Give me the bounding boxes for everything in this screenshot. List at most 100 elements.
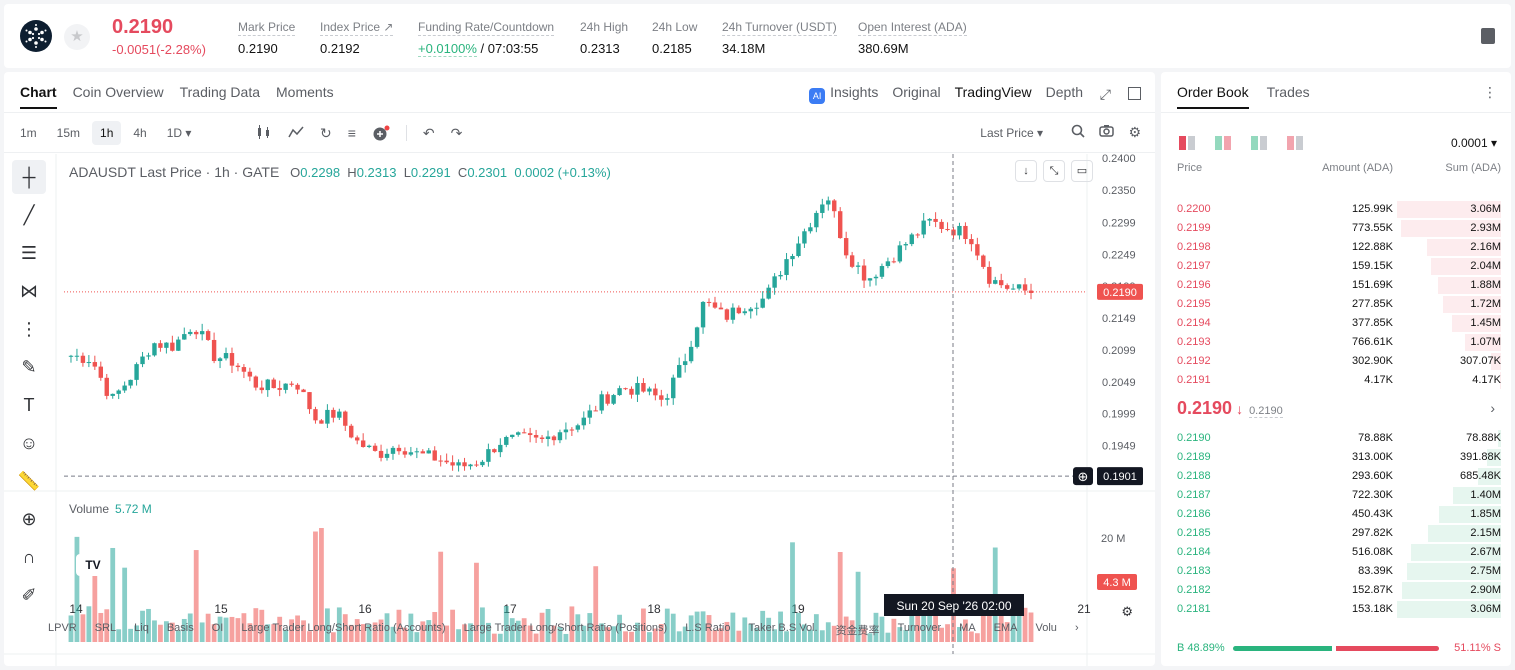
document-icon[interactable]	[1481, 28, 1495, 44]
ruler-tool-icon[interactable]: 📏	[17, 471, 41, 491]
emoji-tool-icon[interactable]: ☺	[19, 433, 39, 453]
interval-1m[interactable]: 1m	[20, 126, 37, 140]
more-options-icon[interactable]: ⋮	[1483, 84, 1497, 100]
bid-row[interactable]: 0.2181 153.18K 3.06M	[1161, 600, 1511, 619]
bid-row[interactable]: 0.2182 152.87K 2.90M	[1161, 581, 1511, 600]
ask-row[interactable]: 0.2198 122.88K 2.16M	[1161, 238, 1511, 257]
stat-label[interactable]: Index Price ↗	[320, 20, 394, 36]
arrow-down-icon[interactable]: ↓	[1015, 160, 1037, 182]
ask-row[interactable]: 0.2191 4.17K 4.17K	[1161, 371, 1511, 390]
interval-1h[interactable]: 1h	[92, 121, 122, 145]
tab-chart[interactable]: Chart	[20, 84, 57, 109]
tab-insights[interactable]: AI Insights	[809, 84, 878, 104]
indicator-taker-vol[interactable]: Taker B.S Vol.	[748, 622, 818, 634]
stat-label[interactable]: Open Interest (ADA)	[858, 20, 967, 36]
volume-bar	[68, 615, 74, 642]
bid-row[interactable]: 0.2189 313.00K 391.88K	[1161, 448, 1511, 467]
indicator-lpvr[interactable]: LPVR	[48, 622, 77, 634]
crosshair-tool-icon[interactable]: ┼	[12, 160, 46, 194]
zoom-tool-icon[interactable]: ⊕	[21, 509, 37, 529]
undo-icon[interactable]: ↶	[422, 125, 435, 141]
precision-dropdown[interactable]: 0.0001 ▾	[1450, 136, 1497, 150]
camera-icon[interactable]	[1099, 124, 1115, 141]
candlestick-chart[interactable]: 0.24000.23500.22990.22490.21990.21490.20…	[4, 153, 1155, 666]
indicator-turnover[interactable]: Turnover	[897, 622, 942, 634]
bid-row[interactable]: 0.2185 297.82K 2.15M	[1161, 524, 1511, 543]
view-bids-icon[interactable]	[1251, 136, 1267, 150]
view-asks-icon[interactable]	[1287, 136, 1303, 150]
redo-icon[interactable]: ↷	[450, 125, 463, 141]
chart-plot-area[interactable]: 0.24000.23500.22990.22490.21990.21490.20…	[4, 153, 1155, 666]
interval-4h[interactable]: 4h	[133, 126, 147, 140]
chart-settings-icon[interactable]: ⚙	[1121, 604, 1133, 619]
tab-trades[interactable]: Trades	[1266, 84, 1310, 100]
stat-label[interactable]: Mark Price	[238, 20, 296, 36]
brush-tool-icon[interactable]: ✎	[21, 357, 37, 377]
pattern-tool-icon[interactable]: ⋈	[20, 281, 38, 301]
interval-15m[interactable]: 15m	[56, 126, 81, 140]
refresh-icon[interactable]: ↻	[320, 125, 332, 141]
tab-original[interactable]: Original	[892, 84, 941, 100]
candle-type-icon[interactable]	[256, 125, 272, 144]
stat-label[interactable]: 24h Turnover (USDT)	[722, 20, 837, 36]
indicator-lt-positions[interactable]: Large Trader Long/Short Ratio (Positions…	[463, 622, 668, 634]
pencil-lock-icon[interactable]: ✐	[21, 585, 37, 605]
indicator-ema[interactable]: EMA	[993, 622, 1018, 634]
interval-1d-dropdown[interactable]: 1D ▾	[166, 126, 192, 140]
tab-order-book[interactable]: Order Book	[1177, 84, 1249, 109]
bid-row[interactable]: 0.2190 78.88K 78.88K	[1161, 429, 1511, 448]
ask-row[interactable]: 0.2197 159.15K 2.04M	[1161, 257, 1511, 276]
indicator-lt-accounts[interactable]: Large Trader Long/Short Ratio (Accounts)	[241, 622, 446, 634]
indicator-oi[interactable]: OI	[211, 622, 224, 634]
tab-coin-overview[interactable]: Coin Overview	[72, 84, 164, 100]
indicator-basis[interactable]: Basis	[166, 622, 194, 634]
indicator-srl[interactable]: SRL	[94, 622, 117, 634]
bid-row[interactable]: 0.2186 450.43K 1.85M	[1161, 505, 1511, 524]
add-indicator-icon[interactable]	[372, 125, 390, 144]
depth-bar	[1464, 334, 1501, 351]
text-tool-icon[interactable]: T	[23, 395, 35, 415]
bid-row[interactable]: 0.2187 722.30K 1.40M	[1161, 486, 1511, 505]
bid-row[interactable]: 0.2184 516.08K 2.67M	[1161, 543, 1511, 562]
price-source-dropdown[interactable]: Last Price ▾	[980, 126, 1043, 140]
ask-row[interactable]: 0.2199 773.55K 2.93M	[1161, 219, 1511, 238]
ask-row[interactable]: 0.2200 125.99K 3.06M	[1161, 200, 1511, 219]
indicator-liq[interactable]: Liq	[134, 622, 149, 634]
maximize-icon[interactable]: ▭	[1071, 160, 1093, 182]
search-icon[interactable]	[1071, 124, 1086, 141]
tab-tradingview[interactable]: TradingView	[954, 84, 1032, 100]
view-both-icon[interactable]	[1179, 136, 1195, 150]
favorite-star-icon[interactable]: ★	[64, 24, 90, 50]
collapse-icon[interactable]: ⤡	[1043, 160, 1065, 182]
trendline-tool-icon[interactable]: ╱	[23, 205, 35, 225]
stat-label[interactable]: Funding Rate/Countdown	[418, 20, 555, 36]
tab-trading-data[interactable]: Trading Data	[179, 84, 261, 100]
indicators-icon[interactable]	[288, 125, 304, 144]
ask-row[interactable]: 0.2194 377.85K 1.45M	[1161, 314, 1511, 333]
indicator-funding-rate[interactable]: 资金费率	[835, 625, 880, 637]
tab-depth[interactable]: Depth	[1045, 84, 1083, 100]
indicator-volume[interactable]: Volu	[1035, 622, 1057, 634]
ask-row[interactable]: 0.2196 151.69K 1.88M	[1161, 276, 1511, 295]
projection-tool-icon[interactable]: ⋮	[20, 319, 38, 339]
fib-tool-icon[interactable]: ☰	[20, 243, 38, 263]
funding-rate-value[interactable]: +0.0100%	[418, 41, 477, 57]
layout-square-icon[interactable]	[1128, 87, 1141, 100]
ask-row[interactable]: 0.2192 302.90K 307.07K	[1161, 352, 1511, 371]
indicator-ma[interactable]: MA	[959, 622, 976, 634]
bid-row[interactable]: 0.2188 293.60K 685.48K	[1161, 467, 1511, 486]
templates-icon[interactable]: ≡	[347, 125, 356, 141]
gear-icon[interactable]: ⚙	[1128, 124, 1141, 140]
ask-row[interactable]: 0.2193 766.61K 1.07M	[1161, 333, 1511, 352]
chevron-right-icon[interactable]: ›	[1490, 400, 1495, 416]
mid-price-row[interactable]: 0.2190 ↓ 0.2190 ›	[1177, 398, 1501, 422]
view-both-alt-icon[interactable]	[1215, 136, 1231, 150]
bid-row[interactable]: 0.2183 83.39K 2.75M	[1161, 562, 1511, 581]
expand-icon[interactable]: ⤢	[1099, 86, 1111, 102]
tab-moments[interactable]: Moments	[276, 84, 334, 100]
indicator-ls-ratio[interactable]: L.S Ratio	[685, 622, 731, 634]
volume-bar	[885, 632, 891, 642]
magnet-tool-icon[interactable]: ∩	[22, 547, 36, 567]
chevron-right-icon[interactable]: ›	[1074, 622, 1079, 634]
ask-row[interactable]: 0.2195 277.85K 1.72M	[1161, 295, 1511, 314]
